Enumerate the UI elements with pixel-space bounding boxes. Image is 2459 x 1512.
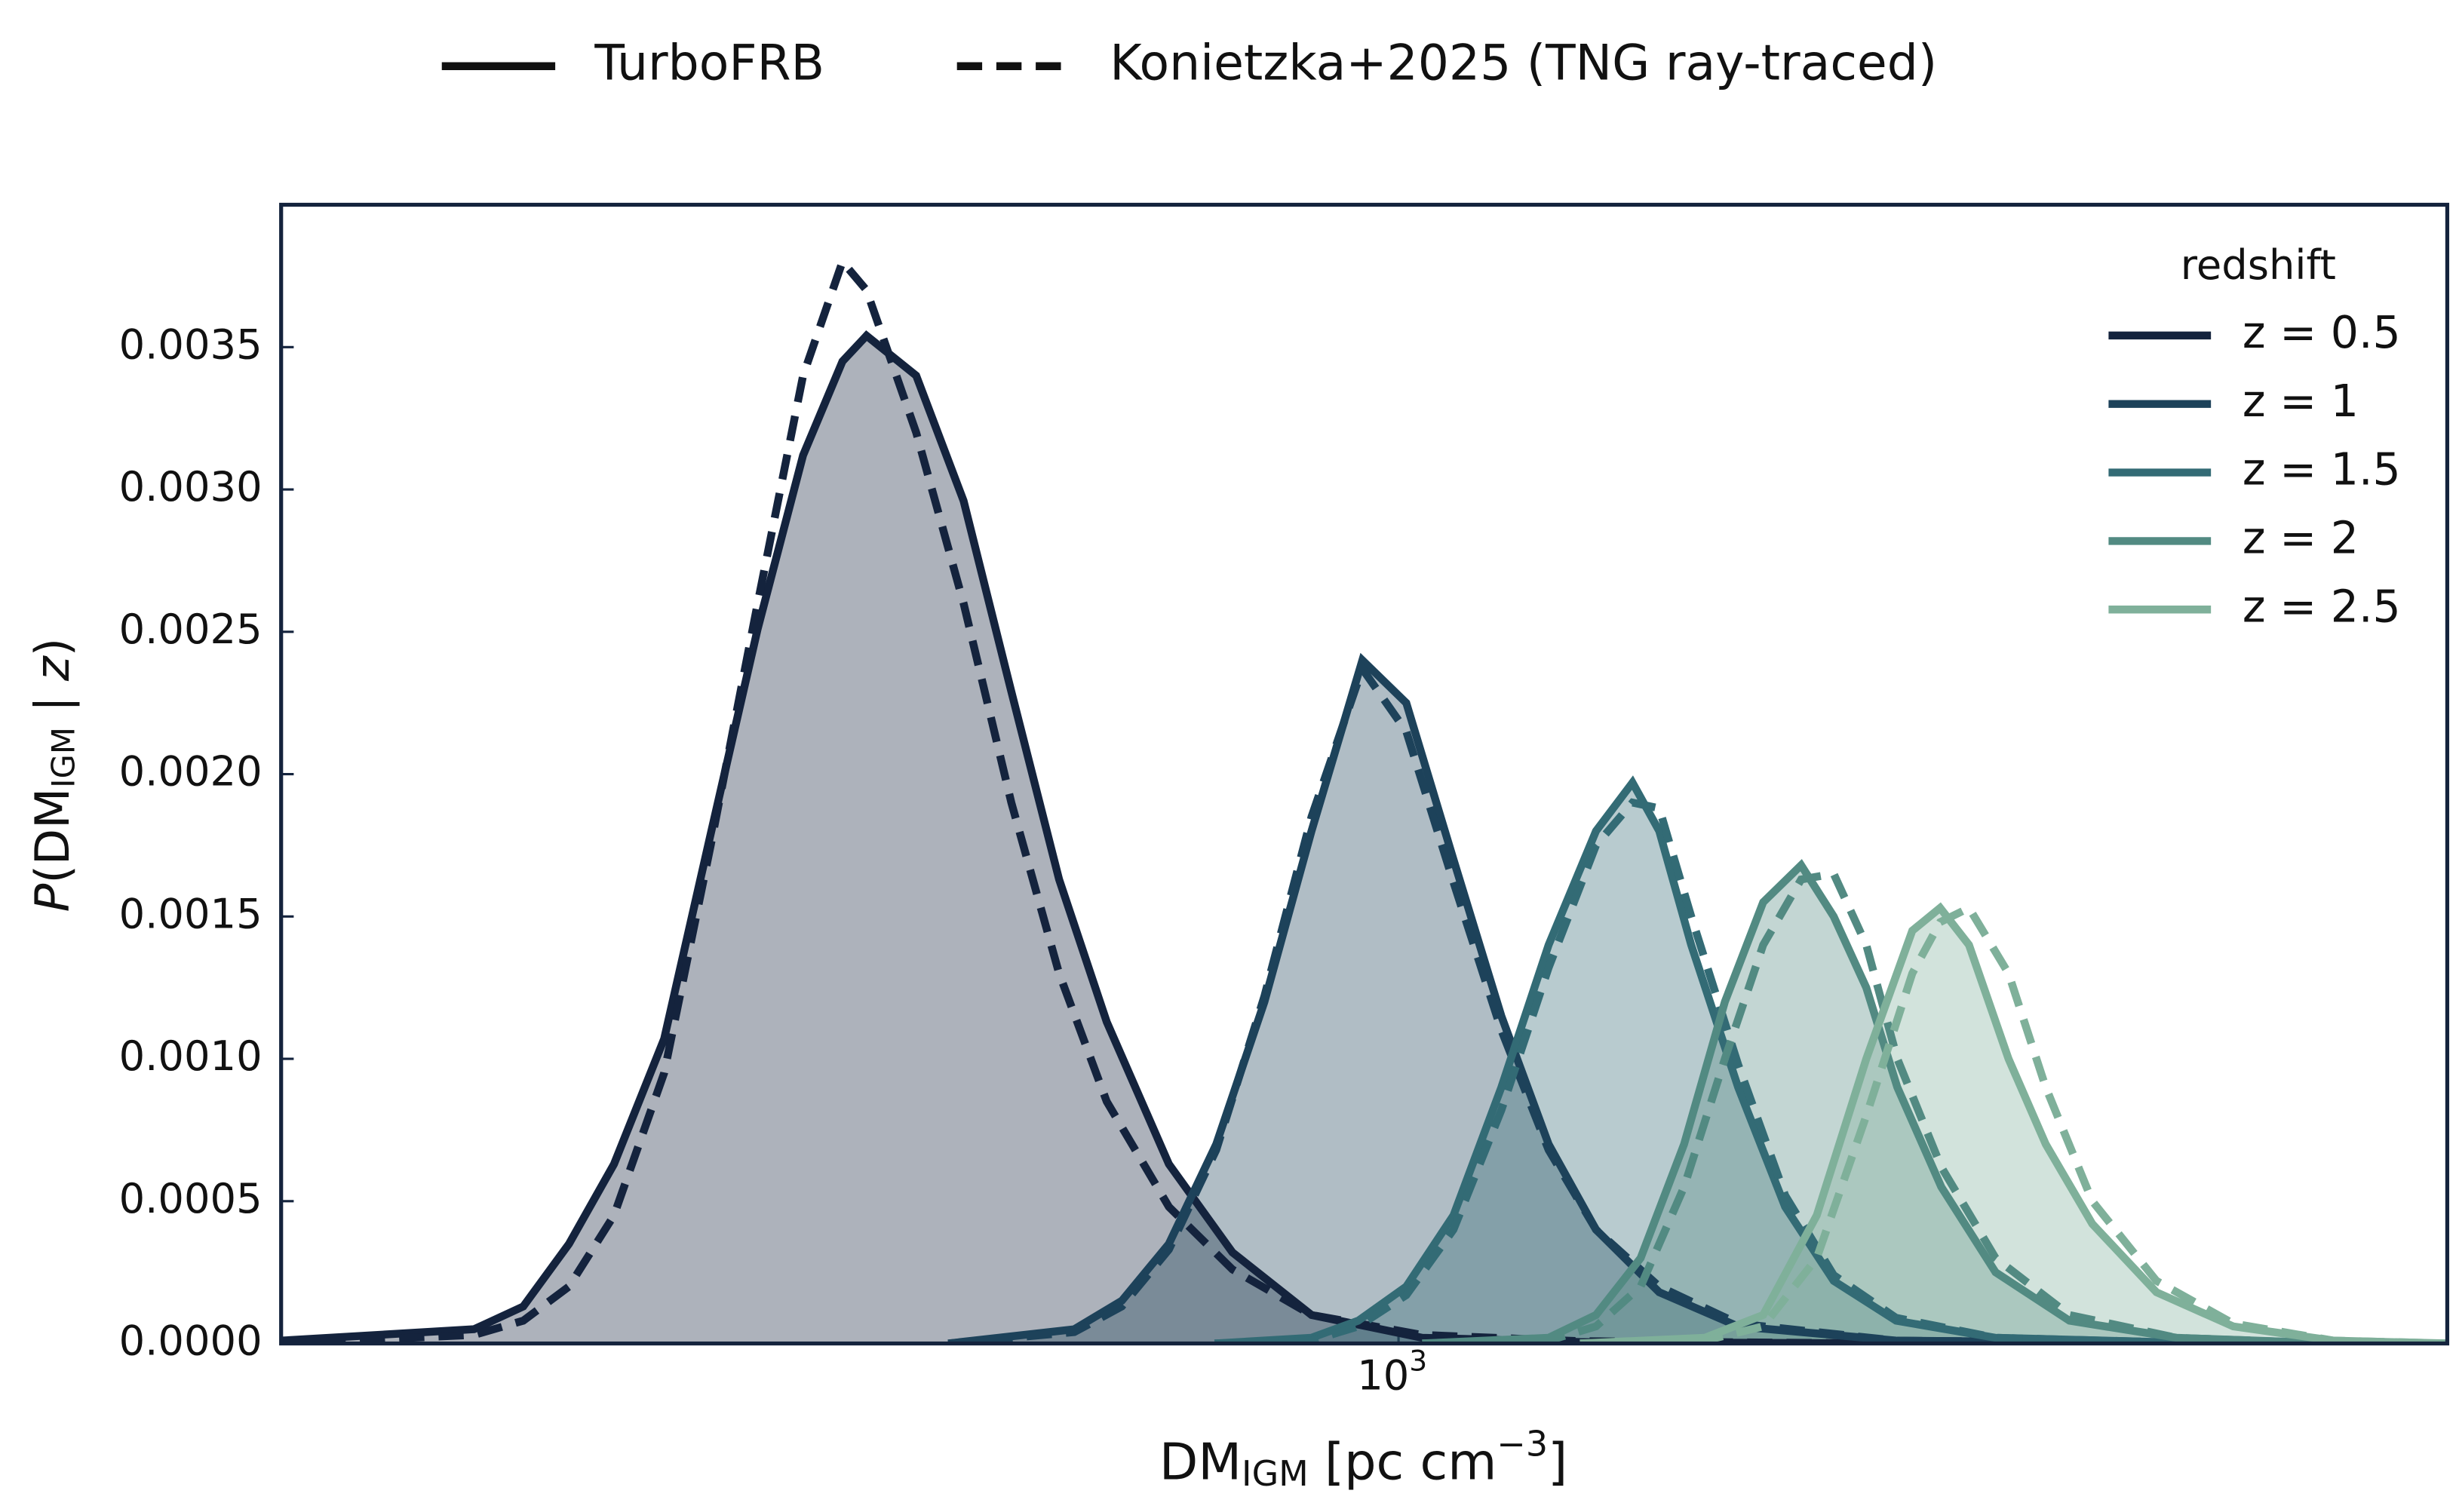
- y-label-part: (DM: [25, 788, 80, 884]
- x-axis-label: DMIGM [pc cm−3]: [1159, 1423, 1567, 1494]
- legend-label: z = 0.5: [2243, 307, 2401, 358]
- line-reference: [947, 660, 2212, 1344]
- y-label-part: |: [25, 681, 81, 727]
- legend-label: Konietzka+2025 (TNG ray-traced): [1110, 35, 1937, 91]
- x-label-part: −3: [1497, 1423, 1548, 1464]
- line-reference: [1422, 869, 2335, 1344]
- line-turbofrb: [1422, 859, 2335, 1344]
- x-tick-label-base: 10: [1357, 1352, 1409, 1400]
- legend-label: TurboFRB: [594, 35, 824, 91]
- y-tick-label: 0.0025: [119, 606, 262, 653]
- y-tick-label: 0.0035: [119, 320, 262, 368]
- line-reference: [281, 253, 1896, 1344]
- y-tick-label: 0.0030: [119, 463, 262, 511]
- y-axis-label: P(DMIGM | z): [25, 638, 81, 912]
- legend-label: z = 1.5: [2243, 444, 2401, 495]
- y-label-part: IGM: [45, 727, 81, 788]
- y-tick-label: 0.0000: [119, 1317, 262, 1365]
- legend-label: z = 2.5: [2243, 581, 2401, 632]
- area: [948, 660, 2212, 1344]
- y-tick-label: 0.0015: [119, 890, 262, 937]
- y-label-part: ): [25, 638, 80, 656]
- area: [1422, 865, 2334, 1344]
- y-tick-label: 0.0010: [119, 1032, 262, 1080]
- line-reference: [1214, 798, 2212, 1344]
- plot-frame: [279, 202, 2450, 1346]
- y-tick-label: 0.0005: [119, 1175, 262, 1222]
- line-reference: [1579, 903, 2448, 1344]
- line-turbofrb: [947, 652, 2212, 1344]
- area: [1214, 782, 2212, 1344]
- x-label-part: DM: [1159, 1432, 1242, 1491]
- legend-label: z = 1: [2243, 376, 2359, 427]
- line-turbofrb: [1579, 902, 2448, 1344]
- x-tick-label-exponent: 3: [1409, 1344, 1427, 1377]
- x-label-part: ]: [1548, 1432, 1567, 1491]
- x-label-part: IGM: [1242, 1452, 1309, 1493]
- area: [281, 336, 1896, 1344]
- x-label-part: [pc cm: [1309, 1432, 1497, 1491]
- y-label-part: z: [25, 655, 80, 682]
- y-label-part: P: [25, 883, 80, 912]
- plot-area: [281, 253, 2448, 1344]
- legend-title: redshift: [2181, 241, 2336, 289]
- y-tick-label: 0.0020: [119, 748, 262, 796]
- x-tick-label: 103: [1357, 1344, 1427, 1400]
- legend-label: z = 2: [2243, 513, 2359, 564]
- area: [1579, 907, 2448, 1344]
